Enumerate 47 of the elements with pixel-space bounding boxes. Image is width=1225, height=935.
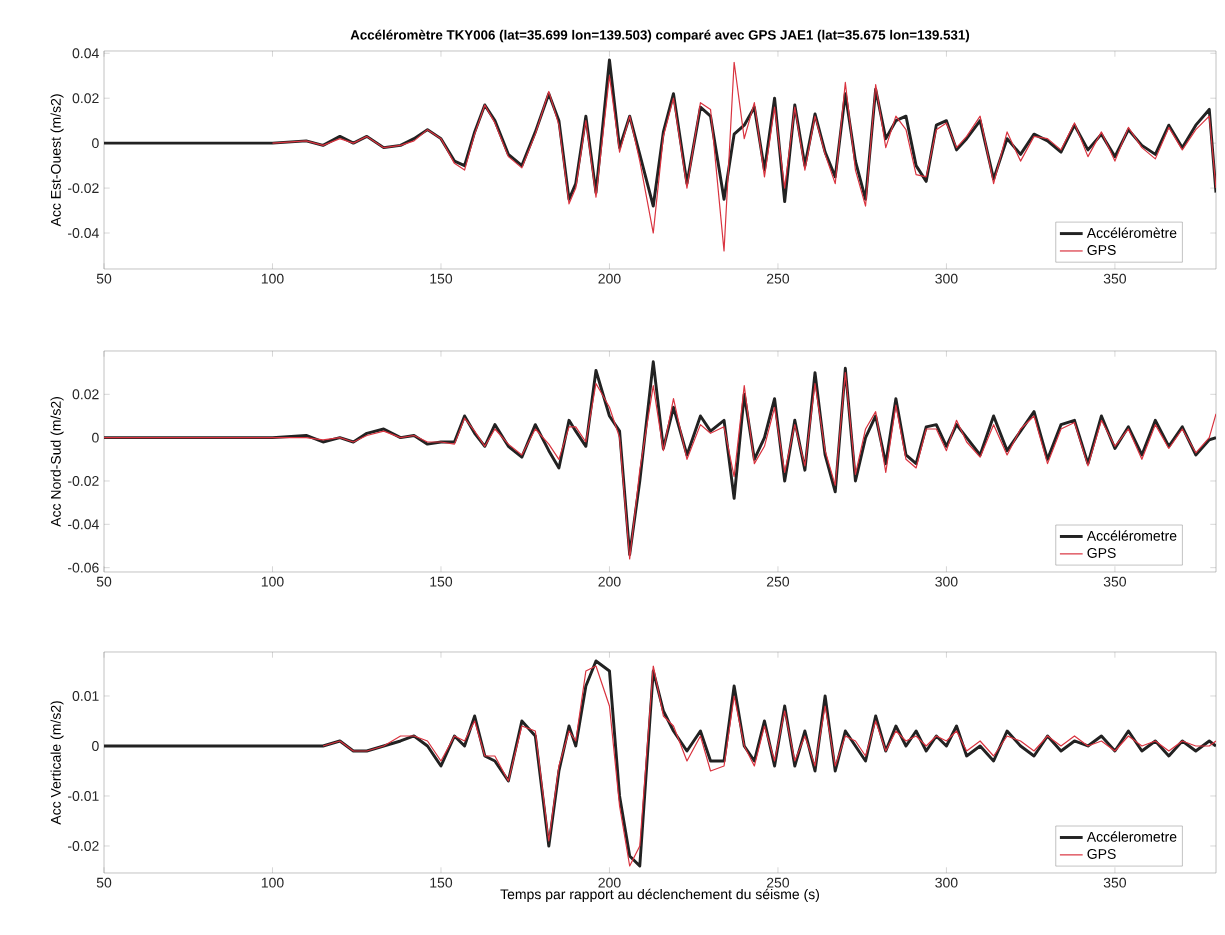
y-axis-title: Acc Est-Ouest (m/s2) [50,94,64,227]
y-tick-label: -0.06 [68,562,99,573]
y-tick-label: 0 [92,432,99,443]
y-tick-label: -0.02 [68,476,99,486]
x-tick-label: 100 [261,877,284,888]
x-tick-label: 250 [766,576,790,587]
y-tick-label: -0.02 [68,841,99,851]
x-tick-label: 100 [261,576,284,587]
legend-label: GPS [1087,848,1116,859]
x-tick-label: 200 [598,273,621,284]
y-tick-label: -0.04 [68,228,99,238]
y-axis-title: Acc Verticale (m/s2) [50,701,64,825]
y-tick-label: 0.01 [72,691,99,701]
x-tick-label: 350 [1103,576,1127,587]
y-axis-title: Acc Nord-Sud (m/s2) [50,397,64,527]
x-tick-label: 100 [261,273,284,284]
x-tick-label: 300 [935,273,958,284]
y-tick-label: -0.04 [68,519,99,530]
y-tick-label: 0 [92,138,99,149]
legend-label: Accéléromètre [1086,227,1177,238]
x-tick-label: 300 [935,877,958,888]
x-tick-label: 350 [1103,273,1127,284]
x-tick-label: 150 [430,576,453,587]
y-tick-label: 0.02 [72,93,99,104]
x-tick-label: 250 [766,877,790,888]
x-tick-label: 200 [598,877,621,888]
x-tick-label: 350 [1103,877,1127,888]
legend-label: Accélerometre [1086,831,1177,842]
x-tick-label: 150 [430,273,453,284]
x-tick-label: 250 [766,273,790,284]
x-tick-label: 150 [430,877,453,888]
y-tick-label: -0.01 [68,791,99,801]
x-tick-label: 50 [96,877,112,888]
x-tick-label: 50 [96,273,112,284]
y-tick-label: 0 [92,741,99,751]
y-tick-label: 0.04 [72,48,99,59]
legend-label: Accélérometre [1086,530,1177,541]
legend-label: GPS [1087,547,1116,558]
chart-title: Accéléromètre TKY006 (lat=35.699 lon=139.503) comparé avec GPS JAE1 (lat=35.675 lon=139.531) [350,29,970,43]
x-tick-label: 50 [96,576,112,587]
line-series [322,665,1216,867]
y-tick-label: 0.02 [72,389,99,400]
x-tick-label: 300 [935,576,958,587]
x-axis-title: Temps par rapport au déclenchement du séisme (s) [500,888,819,902]
x-tick-label: 200 [598,576,621,587]
y-tick-label: -0.02 [68,183,99,194]
legend-label: GPS [1087,245,1116,255]
